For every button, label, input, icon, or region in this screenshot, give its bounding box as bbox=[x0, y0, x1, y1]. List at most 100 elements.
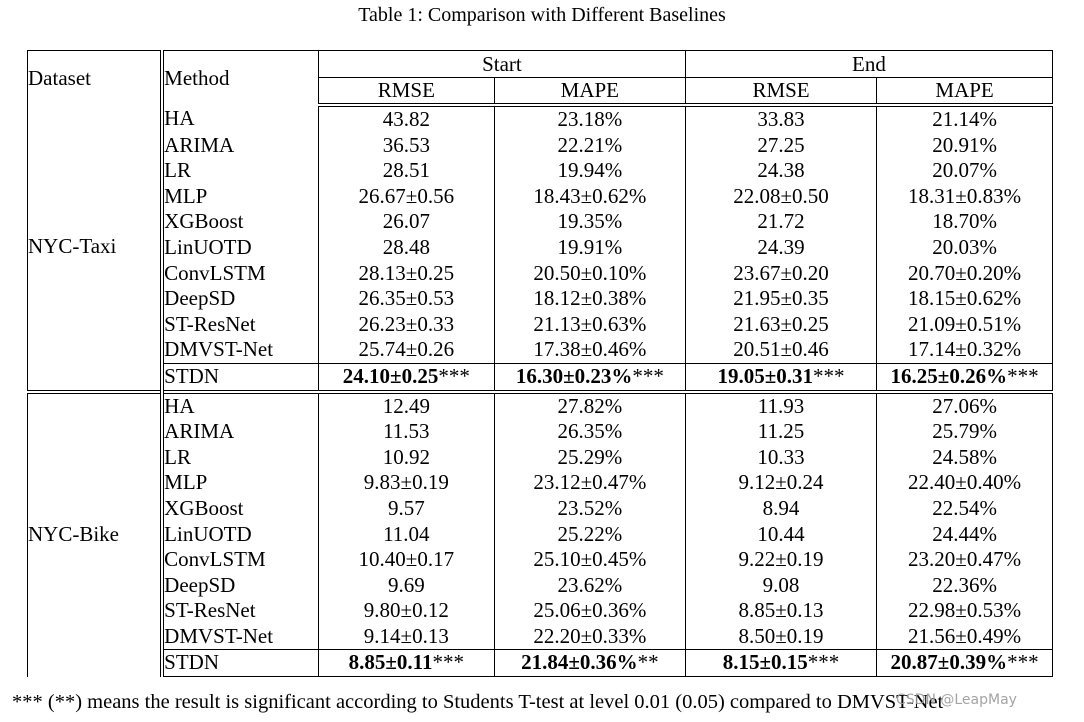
table-row: XGBoost 26.07 19.35% 21.72 18.70% bbox=[28, 209, 1053, 235]
dataset-label: NYC-Bike bbox=[27, 389, 165, 677]
method-name: DeepSD bbox=[162, 572, 319, 599]
method-name: MLP bbox=[162, 183, 319, 210]
cell-start-rmse: 28.48 bbox=[318, 234, 495, 261]
cell-start-rmse: 9.57 bbox=[318, 495, 495, 522]
significance-marker: *** bbox=[632, 363, 664, 388]
method-name: XGBoost bbox=[162, 209, 319, 235]
cell-end-rmse: 9.22±0.19 bbox=[685, 547, 878, 573]
method-name: HA bbox=[162, 105, 319, 133]
table-row: MLP 9.83±0.19 23.12±0.47% 9.12±0.24 22.40±0.… bbox=[28, 470, 1053, 496]
cell-end-mape: 18.31±0.83% bbox=[876, 183, 1053, 210]
cell-start-mape: 25.29% bbox=[494, 444, 686, 471]
method-name: LR bbox=[162, 444, 319, 471]
cell-end-mape: 17.14±0.32% bbox=[876, 337, 1053, 364]
method-name: DMVST-Net bbox=[162, 337, 319, 364]
cell-end-mape: 24.58% bbox=[876, 444, 1053, 471]
cell-start-rmse: 9.80±0.12 bbox=[318, 598, 495, 624]
cell-end-rmse: 8.94 bbox=[685, 495, 878, 522]
cell-end-rmse: 8.85±0.13 bbox=[685, 598, 878, 624]
best-value: 19.05±0.31 bbox=[717, 363, 814, 388]
significance-marker: *** bbox=[1007, 650, 1039, 675]
method-name-best: STDN bbox=[162, 362, 319, 392]
table-row: DeepSD 9.69 23.62% 9.08 22.36% bbox=[28, 572, 1053, 599]
cell-start-mape: 23.52% bbox=[494, 495, 686, 522]
table-row: LinUOTD 28.48 19.91% 24.39 20.03% bbox=[28, 234, 1053, 261]
significance-marker: *** bbox=[438, 363, 470, 388]
best-value: 20.87±0.39% bbox=[890, 650, 1008, 675]
table-row: ST-ResNet 9.80±0.12 25.06±0.36% 8.85±0.13 22… bbox=[28, 598, 1053, 624]
cell-start-mape: 25.06±0.36% bbox=[494, 598, 686, 624]
cell-start-mape: 23.12±0.47% bbox=[494, 470, 686, 496]
cell-end-rmse: 22.08±0.50 bbox=[685, 183, 878, 210]
cell-end-rmse: 10.33 bbox=[685, 444, 878, 471]
table-row: NYC-Taxi HA 43.82 23.18% 33.83 21.14% bbox=[27, 105, 1053, 392]
cell-start-mape: 18.43±0.62% bbox=[494, 183, 686, 210]
cell-start-rmse: 11.53 bbox=[318, 419, 495, 445]
best-value: 16.30±0.23% bbox=[515, 363, 633, 388]
best-value: 24.10±0.25 bbox=[342, 363, 439, 388]
cell-end-rmse: 21.72 bbox=[685, 209, 878, 235]
cell-start-rmse: 28.51 bbox=[318, 158, 495, 184]
cell-start-rmse: 43.82 bbox=[318, 105, 495, 133]
cell-end-mape: 20.70±0.20% bbox=[876, 260, 1053, 287]
cell-start-rmse: 10.92 bbox=[318, 444, 495, 471]
best-value: 21.84±0.36% bbox=[521, 650, 638, 675]
cell-start-mape: 17.38±0.46% bbox=[494, 337, 686, 364]
dataset-label: NYC-Taxi bbox=[27, 105, 165, 392]
table-row: LinUOTD 11.04 25.22% 10.44 24.44% bbox=[28, 521, 1053, 548]
cell-end-rmse: 9.08 bbox=[685, 572, 878, 599]
method-name: ConvLSTM bbox=[162, 260, 319, 287]
method-name: ARIMA bbox=[162, 132, 319, 159]
cell-end-mape: 25.79% bbox=[876, 419, 1053, 445]
cell-best-end-mape: 20.87±0.39%*** bbox=[876, 649, 1053, 678]
cell-end-rmse: 11.25 bbox=[685, 419, 878, 445]
header-row-groups: Dataset Method Start End bbox=[27, 50, 1054, 105]
cell-best-end-rmse: 19.05±0.31*** bbox=[685, 362, 878, 392]
cell-end-rmse: 24.39 bbox=[685, 234, 878, 261]
cell-end-rmse: 11.93 bbox=[685, 389, 878, 420]
cell-end-mape: 21.56±0.49% bbox=[876, 623, 1053, 650]
cell-best-start-rmse: 24.10±0.25*** bbox=[318, 362, 495, 392]
cell-start-mape: 26.35% bbox=[494, 419, 686, 445]
cell-best-start-mape: 16.30±0.23%*** bbox=[494, 362, 686, 392]
significance-marker: ** bbox=[637, 650, 659, 675]
cell-start-mape: 19.94% bbox=[494, 158, 686, 184]
watermark: CSDN @LeapMay bbox=[896, 692, 1017, 708]
significance-marker: *** bbox=[432, 650, 465, 675]
cell-end-mape: 20.03% bbox=[876, 234, 1053, 261]
cell-start-mape: 21.13±0.63% bbox=[494, 311, 686, 338]
table-row: ConvLSTM 28.13±0.25 20.50±0.10% 23.67±0.20 2… bbox=[28, 260, 1053, 287]
table-row: LR 28.51 19.94% 24.38 20.07% bbox=[28, 158, 1053, 184]
significance-marker: *** bbox=[807, 650, 840, 675]
header-start-mape: MAPE bbox=[494, 77, 686, 107]
method-name: ConvLSTM bbox=[162, 547, 319, 573]
table-caption: Table 1: Comparison with Different Basel… bbox=[358, 4, 726, 26]
cell-start-mape: 25.10±0.45% bbox=[494, 547, 686, 573]
cell-end-rmse: 27.25 bbox=[685, 132, 878, 159]
header-start-rmse: RMSE bbox=[318, 77, 495, 107]
method-name: LinUOTD bbox=[162, 521, 319, 548]
cell-start-mape: 20.50±0.10% bbox=[494, 260, 686, 287]
cell-start-mape: 19.91% bbox=[494, 234, 686, 261]
method-name-best: STDN bbox=[162, 649, 319, 678]
table-row: MLP 26.67±0.56 18.43±0.62% 22.08±0.50 18.31±… bbox=[28, 183, 1053, 210]
table-row: ConvLSTM 10.40±0.17 25.10±0.45% 9.22±0.19 23… bbox=[28, 547, 1053, 573]
best-value: 16.25±0.26% bbox=[890, 363, 1008, 388]
method-name: ST-ResNet bbox=[162, 598, 319, 624]
cell-end-mape: 20.91% bbox=[876, 132, 1053, 159]
cell-start-mape: 22.20±0.33% bbox=[494, 623, 686, 650]
header-group-start: Start bbox=[318, 50, 686, 78]
method-name: XGBoost bbox=[162, 495, 319, 522]
cell-start-mape: 18.12±0.38% bbox=[494, 286, 686, 312]
cell-best-end-rmse: 8.15±0.15*** bbox=[685, 649, 878, 678]
cell-end-mape: 22.54% bbox=[876, 495, 1053, 522]
header-row-metrics: RMSE MAPE RMSE MAPE bbox=[28, 77, 1053, 107]
table-row: NYC-Bike HA 12.49 27.82% 11.93 27.06% bbox=[27, 389, 1053, 677]
cell-best-start-rmse: 8.85±0.11*** bbox=[318, 649, 495, 678]
cell-end-mape: 22.98±0.53% bbox=[876, 598, 1053, 624]
cell-start-rmse: 9.83±0.19 bbox=[318, 470, 495, 496]
cell-end-mape: 22.36% bbox=[876, 572, 1053, 599]
table-row: LR 10.92 25.29% 10.33 24.58% bbox=[28, 444, 1053, 471]
cell-best-end-mape: 16.25±0.26%*** bbox=[876, 362, 1053, 392]
table-row: ARIMA 11.53 26.35% 11.25 25.79% bbox=[28, 419, 1053, 445]
